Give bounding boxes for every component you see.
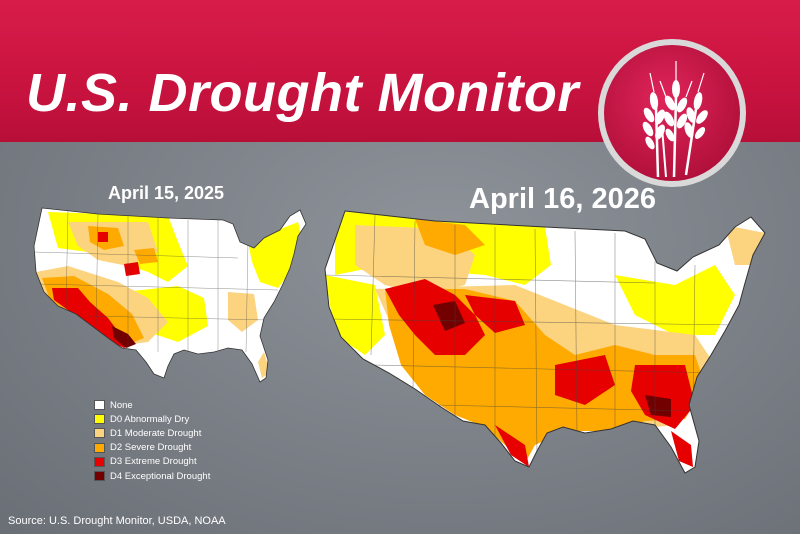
legend-swatch (94, 400, 105, 411)
page-title: U.S. Drought Monitor (26, 63, 579, 123)
legend-label: D4 Exceptional Drought (110, 470, 211, 482)
legend-swatch (94, 471, 105, 482)
drought-legend: None D0 Abnormally Dry D1 Moderate Droug… (94, 398, 264, 483)
legend-item-d3: D3 Extreme Drought (94, 455, 264, 469)
drought-map-2026 (324, 210, 766, 474)
source-credit: Source: U.S. Drought Monitor, USDA, NOAA (8, 515, 226, 527)
legend-label: None (110, 399, 133, 411)
date-label-2026: April 16, 2026 (469, 183, 656, 215)
legend-item-d2: D2 Severe Drought (94, 441, 264, 455)
legend-swatch (94, 414, 105, 425)
legend-label: D0 Abnormally Dry (110, 413, 190, 425)
drought-map-2025 (33, 207, 307, 383)
legend-label: D3 Extreme Drought (110, 456, 197, 468)
legend-label: D2 Severe Drought (110, 442, 192, 454)
legend-swatch (94, 456, 105, 467)
legend-item-none: None (94, 398, 264, 412)
legend-item-d4: D4 Exceptional Drought (94, 469, 264, 483)
legend-item-d0: D0 Abnormally Dry (94, 412, 264, 426)
legend-label: D1 Moderate Drought (110, 427, 202, 439)
legend-swatch (94, 442, 105, 453)
wheat-icon (598, 39, 746, 187)
legend-swatch (94, 428, 105, 439)
legend-item-d1: D1 Moderate Drought (94, 426, 264, 440)
date-label-2025: April 15, 2025 (108, 183, 225, 203)
